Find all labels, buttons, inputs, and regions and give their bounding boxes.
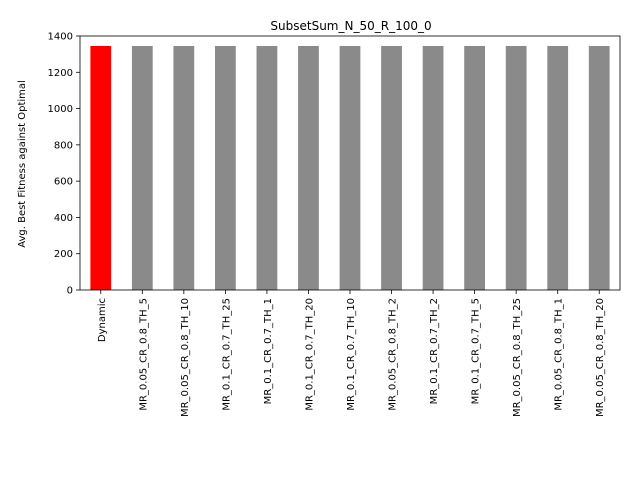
y-tick-label: 400 xyxy=(54,213,73,224)
axes-frame xyxy=(79,35,621,291)
chart-title: SubsetSum_N_50_R_100_0 xyxy=(270,19,431,33)
x-tick-label: MR_0.1_CR_0.7_TH_5 xyxy=(471,298,482,404)
y-tick-label: 1200 xyxy=(48,68,73,79)
bar-MR_0.05_CR_0.8_TH_5 xyxy=(131,45,153,290)
x-tick-label: MR_0.1_CR_0.7_TH_1 xyxy=(263,298,274,404)
y-axis-label: Avg. Best Fitness against Optimal xyxy=(17,80,28,248)
bar-MR_0.1_CR_0.7_TH_10 xyxy=(339,45,361,290)
x-tick-label: MR_0.1_CR_0.7_TH_25 xyxy=(221,298,232,411)
y-tick-label: 200 xyxy=(54,249,73,260)
x-tick-label: MR_0.05_CR_0.8_TH_25 xyxy=(512,298,523,417)
x-tick-label: MR_0.05_CR_0.8_TH_2 xyxy=(388,298,399,411)
bar-MR_0.05_CR_0.8_TH_2 xyxy=(381,45,402,290)
y-ticks-group: 0 200 400 600 800 1000 1200 1400 xyxy=(48,32,80,297)
bar-Dynamic xyxy=(90,45,112,290)
bar-MR_0.05_CR_0.8_TH_10 xyxy=(173,45,195,290)
x-tick-label: MR_0.1_CR_0.7_TH_20 xyxy=(304,298,315,411)
bar-MR_0.1_CR_0.7_TH_5 xyxy=(464,45,485,290)
y-tick-label: 1400 xyxy=(48,32,73,43)
bar-MR_0.1_CR_0.7_TH_1 xyxy=(256,45,278,290)
x-tick-label: MR_0.05_CR_0.8_TH_10 xyxy=(180,298,191,417)
y-tick-label: 0 xyxy=(67,286,73,297)
x-tick-label: MR_0.1_CR_0.7_TH_2 xyxy=(429,298,440,404)
bar-MR_0.05_CR_0.8_TH_20 xyxy=(588,45,610,290)
y-tick-label: 1000 xyxy=(48,104,73,115)
bar-MR_0.05_CR_0.8_TH_25 xyxy=(505,45,527,290)
x-tick-label: MR_0.05_CR_0.8_TH_5 xyxy=(138,298,149,411)
y-tick-label: 800 xyxy=(54,140,73,151)
x-ticks-group: Dynamic MR_0.05_CR_0.8_TH_5 MR_0.05_CR_0.8… xyxy=(97,290,606,417)
x-tick-label: Dynamic xyxy=(97,298,108,342)
bar-MR_0.1_CR_0.7_TH_20 xyxy=(298,45,319,290)
bar-MR_0.1_CR_0.7_TH_25 xyxy=(215,45,236,290)
bar-MR_0.1_CR_0.7_TH_2 xyxy=(422,45,444,290)
x-tick-label: MR_0.05_CR_0.8_TH_20 xyxy=(595,298,606,417)
bars-group xyxy=(90,45,610,290)
plot-frame xyxy=(79,35,621,291)
y-tick-label: 600 xyxy=(54,177,73,188)
x-tick-label: MR_0.05_CR_0.8_TH_1 xyxy=(554,298,565,411)
x-tick-label: MR_0.1_CR_0.7_TH_10 xyxy=(346,298,357,411)
bar-MR_0.05_CR_0.8_TH_1 xyxy=(547,45,569,290)
